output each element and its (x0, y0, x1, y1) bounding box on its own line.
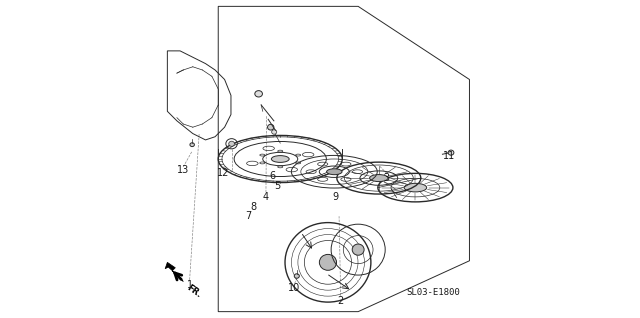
Text: FR.: FR. (185, 283, 203, 299)
Text: 11: 11 (443, 151, 455, 161)
Text: SL03-E1800: SL03-E1800 (406, 288, 460, 297)
Ellipse shape (404, 183, 427, 192)
Text: 8: 8 (250, 202, 256, 212)
Text: 4: 4 (263, 192, 269, 202)
Ellipse shape (352, 244, 364, 255)
Polygon shape (165, 262, 183, 281)
Ellipse shape (294, 274, 300, 278)
Ellipse shape (448, 150, 454, 155)
Ellipse shape (271, 130, 276, 134)
Text: 12: 12 (217, 168, 229, 178)
Ellipse shape (268, 124, 274, 130)
Text: 2: 2 (337, 295, 344, 306)
Text: 1: 1 (186, 280, 193, 290)
Ellipse shape (369, 175, 388, 182)
Text: 6: 6 (269, 171, 275, 182)
Text: 10: 10 (289, 283, 301, 293)
Ellipse shape (255, 91, 262, 97)
Ellipse shape (271, 156, 289, 162)
Text: 9: 9 (333, 192, 339, 202)
Text: 7: 7 (245, 211, 252, 221)
Ellipse shape (190, 143, 195, 147)
Text: 13: 13 (177, 165, 189, 175)
Text: 5: 5 (274, 181, 280, 191)
Ellipse shape (326, 169, 342, 175)
Ellipse shape (319, 254, 337, 270)
Ellipse shape (228, 141, 234, 146)
Text: 3: 3 (384, 173, 390, 183)
